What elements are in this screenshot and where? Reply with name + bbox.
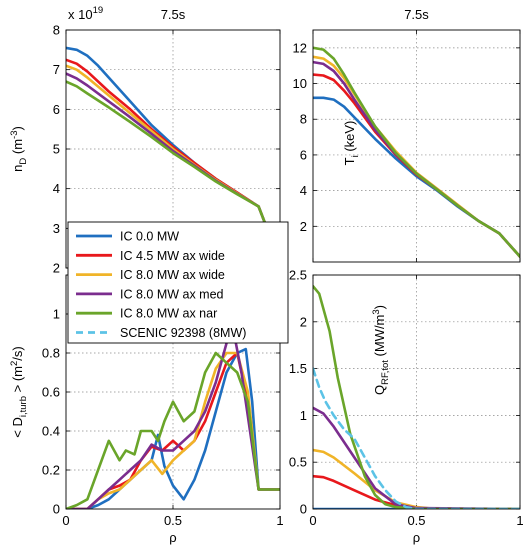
y-tick-label: 8 (300, 112, 307, 127)
y-tick-label: 0 (300, 502, 307, 517)
x-axis-label: ρ (169, 530, 176, 545)
y-axis-label: QRF,tot (MW/m3) (371, 305, 391, 395)
legend-label: IC 8.0 MW ax nar (120, 307, 217, 321)
y-tick-label: 7 (53, 62, 60, 77)
y-tick-label: 4 (300, 183, 307, 198)
y-tick-label: 5 (53, 142, 60, 157)
y-tick-label: 6 (300, 147, 307, 162)
legend-label: IC 0.0 MW (120, 230, 179, 244)
y-tick-label: 8 (53, 23, 60, 38)
legend-label: IC 8.0 MW ax wide (120, 268, 225, 282)
series-group (313, 46, 520, 258)
x-tick-label: 0 (62, 513, 69, 528)
series-line (66, 80, 280, 260)
legend-box (67, 221, 289, 344)
x-tick-label: 0 (309, 513, 316, 528)
series-group (66, 46, 280, 260)
y-tick-label: 0.2 (42, 463, 60, 478)
axes-frame (312, 274, 521, 510)
y-axis-label: < Di,turb > (m2/s) (9, 346, 29, 437)
y-tick-label: 1.5 (289, 361, 307, 376)
y-tick-label: 10 (293, 76, 307, 91)
y-tick-label: 1 (300, 408, 307, 423)
series-line (66, 347, 280, 509)
series-line (313, 46, 520, 258)
y-tick-label: 3 (53, 221, 60, 236)
axes-frame (312, 29, 521, 263)
series-line (66, 351, 280, 509)
y-tick-label: 0.8 (42, 346, 60, 361)
y-tick-label: 4 (53, 181, 60, 196)
y-axis-label: nD (m-3) (9, 126, 29, 172)
series-group (66, 326, 280, 509)
y-tick-label: 12 (293, 40, 307, 55)
x-tick-label: 1 (516, 513, 523, 528)
panel-title: 7.5s (404, 7, 429, 22)
y-axis-label: Ti (keV) (342, 121, 361, 166)
y-tick-label: 2.5 (289, 268, 307, 283)
x-tick-label: 0.5 (407, 513, 425, 528)
y-tick-label: 1 (53, 307, 60, 322)
panel-title: 7.5s (161, 7, 186, 22)
panel-rf-power-density: 0 0.5 1 1.5 2 2.5 0 0.5 1 ρ (289, 268, 524, 546)
legend: IC 0.0 MW IC 4.5 MW ax wide IC 8.0 MW ax w… (67, 221, 289, 344)
y-tick-label: 2 (300, 219, 307, 234)
series-line (66, 326, 280, 509)
y-tick-label: 2 (53, 261, 60, 276)
y-tick-label: 2 (300, 314, 307, 329)
series-line (66, 351, 280, 509)
x-axis-label: ρ (413, 530, 420, 545)
y-tick-label: 0 (53, 502, 60, 517)
y-tick-label: 0.6 (42, 385, 60, 400)
panel-ion-temperature: 2 4 6 8 10 12 7.5s (293, 7, 521, 263)
y-tick-label: 0.4 (42, 424, 60, 439)
legend-label: IC 8.0 MW ax med (120, 287, 224, 301)
axis-multiplier: x 1019 (68, 5, 103, 22)
y-tick-label: 0.5 (289, 455, 307, 470)
x-tick-label: 1 (276, 513, 283, 528)
y-tick-label: 6 (53, 102, 60, 117)
series-line (313, 284, 520, 509)
legend-label: IC 4.5 MW ax wide (120, 249, 225, 263)
legend-label: SCENIC 92398 (8MW) (120, 326, 246, 340)
x-tick-label: 0.5 (164, 513, 182, 528)
